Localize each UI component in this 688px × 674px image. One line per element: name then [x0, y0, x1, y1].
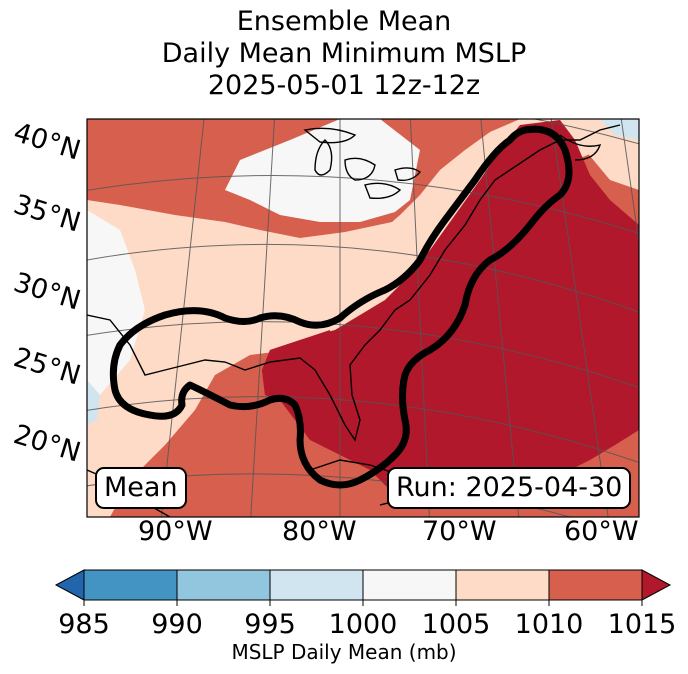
mslp-field-1015-gulf [262, 330, 340, 440]
colorbar-tick-985: 985 [58, 609, 110, 640]
lon-label-80w: 80°W [282, 516, 357, 547]
lat-label-40: 40°N [10, 117, 84, 167]
lat-label-20: 20°N [10, 419, 84, 469]
map-frame [86, 118, 640, 518]
mean-track-contour [109, 125, 573, 489]
lon-label-70w: 70°W [422, 516, 497, 547]
run-label-box: Run: 2025-04-30 [387, 467, 632, 509]
colorbar-extend-low [54, 569, 85, 601]
colorbar-tick-1005: 1005 [422, 609, 491, 640]
colorbar-bin-1005 [455, 569, 550, 601]
map-area [87, 119, 639, 517]
mslp-field-1010-nw [87, 119, 250, 215]
lat-label-35: 35°N [10, 189, 84, 239]
colorbar-tick-1015: 1015 [608, 609, 677, 640]
colorbar [54, 569, 672, 606]
lon-label-60w: 60°W [564, 516, 639, 547]
colorbar-bin-1010 [548, 569, 643, 601]
colorbar-bin-995 [269, 569, 364, 601]
colorbar-tick-1010: 1010 [515, 609, 584, 640]
colorbar-bin-990 [176, 569, 271, 601]
colorbar-tick-1000: 1000 [329, 609, 398, 640]
mslp-field-995-ne [600, 119, 639, 140]
lon-label-90w: 90°W [138, 516, 213, 547]
colorbar-tick-995: 995 [244, 609, 296, 640]
colorbar-bin-985 [83, 569, 178, 601]
title-line-2: Daily Mean Minimum MSLP [161, 38, 527, 69]
title-line-3: 2025-05-01 12z-12z [207, 70, 481, 101]
lat-label-25: 25°N [10, 342, 84, 392]
colorbar-tick-990: 990 [151, 609, 203, 640]
colorbar-bin-1000 [362, 569, 457, 601]
colorbar-extend-high [641, 569, 672, 601]
mslp-field-1000-patch [225, 119, 420, 222]
mslp-field-1005-ne [545, 119, 639, 190]
lat-label-30: 30°N [10, 267, 84, 317]
title-line-1: Ensemble Mean [236, 6, 452, 37]
mean-label-box: Mean [95, 467, 187, 509]
colorbar-title: MSLP Daily Mean (mb) [231, 640, 457, 664]
mslp-field-995-sw [87, 380, 100, 425]
